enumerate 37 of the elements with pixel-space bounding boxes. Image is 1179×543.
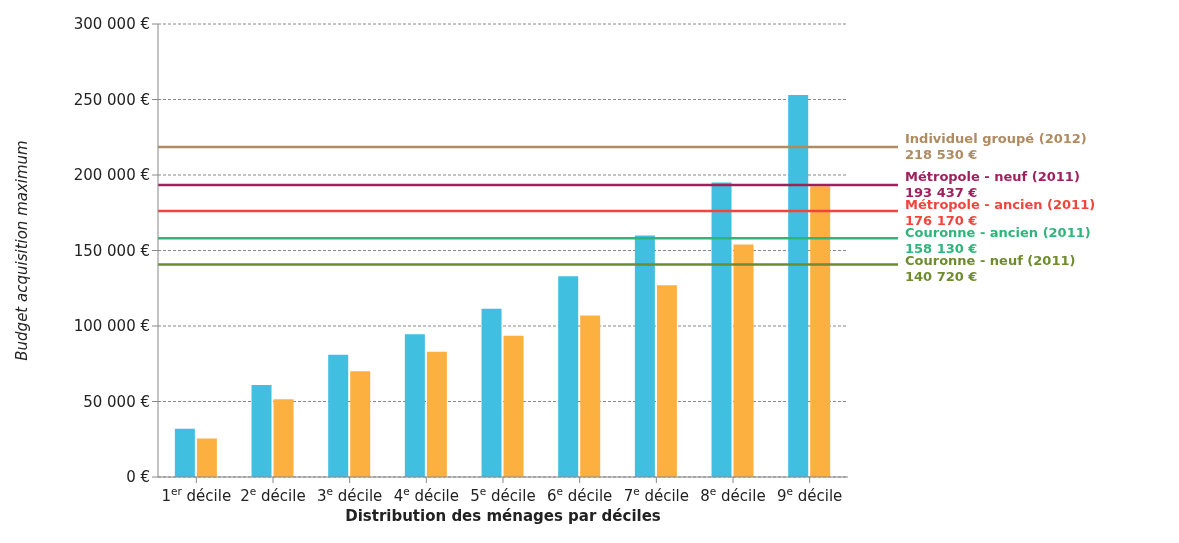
bar (404, 334, 425, 477)
x-tick-label: 4$^{e}$ décile (393, 485, 460, 505)
bar (196, 438, 217, 477)
bar (634, 235, 655, 477)
y-axis-title: Budget acquisition maximum (13, 140, 32, 361)
bar (580, 315, 601, 477)
bar (350, 371, 371, 477)
bar (481, 308, 502, 477)
bar (733, 244, 754, 477)
y-tick-label: 0 € (126, 468, 150, 487)
bar (711, 182, 732, 477)
y-tick-label: 50 000 € (83, 392, 150, 411)
bar (788, 94, 809, 477)
x-tick-label: 1$^{er}$ décile (161, 485, 232, 505)
bar (273, 399, 294, 477)
x-tick-label: 9$^{e}$ décile (776, 485, 843, 505)
x-tick-label: 6$^{e}$ décile (546, 485, 613, 505)
bar (174, 428, 195, 477)
y-tick-label: 100 000 € (73, 317, 150, 336)
bar (503, 335, 524, 477)
x-tick-label: 5$^{e}$ décile (470, 485, 536, 505)
x-axis-title: Distribution des ménages par déciles (345, 507, 661, 525)
bar (426, 351, 447, 477)
x-tick-label: 7$^{e}$ décile (623, 485, 690, 505)
bar (810, 186, 831, 477)
y-tick-label: 250 000 € (73, 90, 150, 109)
y-tick-label: 150 000 € (73, 241, 150, 260)
y-tick-label: 200 000 € (73, 166, 150, 185)
x-tick-label: 2$^{e}$ décile (240, 485, 306, 505)
x-tick-label: 8$^{e}$ décile (700, 485, 766, 505)
ref-line-label: Individuel groupé (2012) 218 530 € (905, 131, 1087, 163)
y-tick-label: 300 000 € (73, 15, 150, 34)
bar (251, 384, 272, 477)
x-tick-label: 3$^{e}$ décile (316, 485, 383, 505)
bar (328, 354, 349, 477)
bar (656, 285, 677, 477)
bar (558, 276, 579, 477)
